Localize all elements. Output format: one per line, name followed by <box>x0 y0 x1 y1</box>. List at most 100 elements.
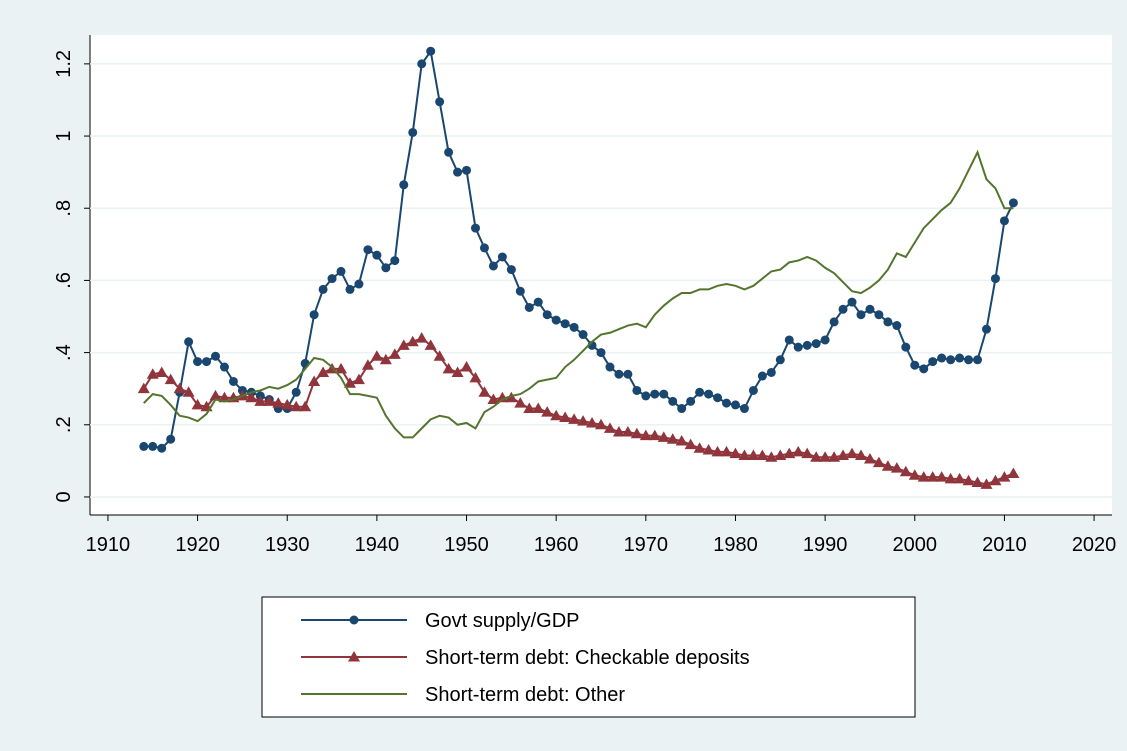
data-point <box>729 447 742 459</box>
series-line <box>143 149 1014 439</box>
data-point <box>388 348 401 359</box>
data-point <box>191 398 204 410</box>
data-point <box>533 297 543 307</box>
data-point <box>1008 198 1018 208</box>
data-point <box>399 180 409 190</box>
data-point <box>847 297 857 307</box>
data-point <box>883 317 893 327</box>
legend-label: Short-term debt: Checkable deposits <box>425 647 750 669</box>
data-point <box>424 339 437 350</box>
data-point <box>363 245 373 255</box>
data-point <box>336 266 346 276</box>
data-point <box>980 478 993 489</box>
data-point <box>711 445 724 457</box>
data-point <box>193 357 203 367</box>
data-point <box>666 433 679 444</box>
data-point <box>354 279 364 289</box>
data-point <box>327 274 337 284</box>
data-point <box>935 471 948 482</box>
data-point <box>228 376 238 386</box>
data-point <box>478 386 491 397</box>
data-point <box>417 59 427 69</box>
data-point <box>802 340 812 350</box>
x-tick-label: 1960 <box>534 534 579 556</box>
data-point <box>550 409 563 421</box>
x-tick-label: 1980 <box>713 534 758 556</box>
data-point <box>686 396 696 406</box>
data-point <box>487 393 500 405</box>
legend-marker <box>349 615 359 625</box>
data-point <box>774 449 787 460</box>
data-point <box>211 351 221 361</box>
data-point <box>757 371 767 381</box>
data-point <box>166 434 176 444</box>
data-point <box>684 438 697 450</box>
data-point <box>971 476 984 488</box>
data-point <box>910 360 920 370</box>
data-point <box>890 462 903 473</box>
data-point <box>381 263 391 273</box>
data-point <box>272 397 285 408</box>
data-point <box>837 449 850 460</box>
data-point <box>578 330 588 340</box>
y-tick-label: 0 <box>53 491 75 502</box>
data-point <box>657 431 670 442</box>
data-point <box>730 400 740 410</box>
data-point <box>612 425 625 437</box>
data-point <box>623 369 633 379</box>
data-point <box>202 357 212 367</box>
data-point <box>955 353 965 363</box>
plot-area <box>90 35 1112 515</box>
data-point <box>309 310 319 320</box>
data-point <box>605 362 615 372</box>
data-point <box>659 389 669 399</box>
data-point <box>479 243 489 253</box>
x-tick-label: 1930 <box>265 534 310 556</box>
data-point <box>713 393 723 403</box>
data-point <box>569 322 579 332</box>
data-point <box>838 304 848 314</box>
data-point <box>361 359 374 370</box>
data-point <box>981 324 991 334</box>
data-point <box>748 385 758 395</box>
data-point <box>488 261 498 271</box>
data-point <box>254 395 267 406</box>
x-tick-label: 2020 <box>1072 534 1117 556</box>
data-point <box>801 447 814 459</box>
data-point <box>668 396 678 406</box>
y-tick-label: .4 <box>53 344 75 361</box>
data-point <box>345 284 355 294</box>
data-point <box>524 302 534 312</box>
data-point <box>828 451 841 462</box>
data-point <box>792 445 805 457</box>
data-point <box>148 441 158 451</box>
data-point <box>559 411 572 423</box>
data-point <box>245 391 258 403</box>
data-point <box>433 350 446 361</box>
data-point <box>335 362 348 374</box>
data-point <box>372 250 382 260</box>
data-point <box>497 252 507 262</box>
data-point <box>173 382 186 394</box>
data-point <box>299 400 312 412</box>
data-point <box>281 398 294 410</box>
data-point <box>164 373 177 385</box>
data-point <box>675 435 688 446</box>
data-point <box>820 335 830 345</box>
data-point <box>863 453 876 464</box>
data-point <box>722 398 732 408</box>
data-point <box>568 413 581 424</box>
data-point <box>784 335 794 345</box>
data-point <box>541 406 554 417</box>
data-point <box>946 355 956 365</box>
data-point <box>854 449 867 460</box>
data-point <box>397 339 410 350</box>
x-tick-label: 1990 <box>803 534 848 556</box>
data-point <box>856 310 866 320</box>
data-point <box>379 353 392 365</box>
data-point <box>747 449 760 460</box>
data-point <box>551 315 561 325</box>
data-point <box>586 416 599 428</box>
data-point <box>648 429 661 441</box>
